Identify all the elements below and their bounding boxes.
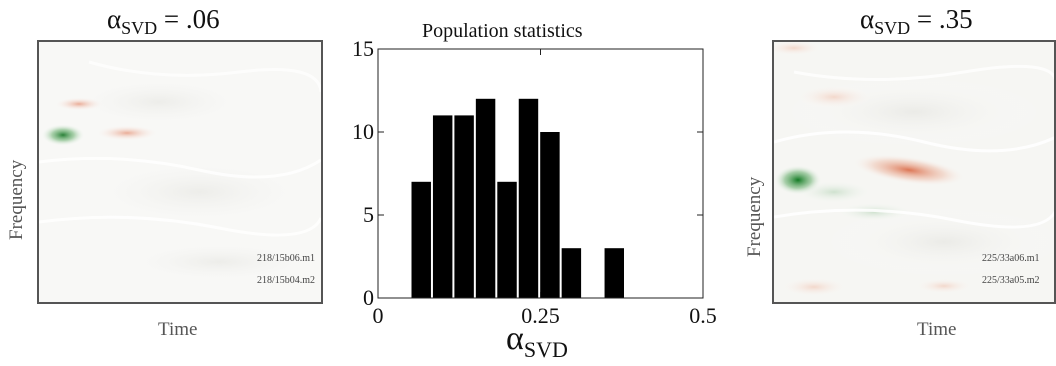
left-unit-label-1: 218/15b06.m1 <box>257 253 316 264</box>
right-xlabel: Time <box>917 319 957 340</box>
right-unit-label-1: 225/33a06.m1 <box>982 253 1040 264</box>
right-map-graphic <box>774 42 1054 302</box>
histogram-ytick-label: 15 <box>352 40 374 61</box>
histogram-chart: 0 5 10 15 0 0.25 0.5 <box>352 40 717 328</box>
histogram-xtick-label: 0.5 <box>689 303 717 328</box>
histogram-ytick-label: 10 <box>352 119 374 144</box>
right-spectrotemporal-map <box>772 40 1056 304</box>
left-unit-label-2: 218/15b04.m2 <box>257 275 316 286</box>
histogram-bar <box>604 248 624 298</box>
histogram-ytick-label: 0 <box>363 285 374 310</box>
histogram-xtick-label: 0.25 <box>521 303 560 328</box>
histogram-xtick-label: 0 <box>373 303 384 328</box>
right-title-symbol: α <box>860 4 875 34</box>
left-title-subscript: SVD <box>121 18 158 38</box>
left-map-graphic <box>39 42 321 302</box>
histogram-xlabel-symbol: α <box>506 320 524 357</box>
histogram-bar <box>411 181 431 298</box>
histogram-xlabel-subscript: SVD <box>523 337 568 362</box>
histogram-bar <box>432 115 453 299</box>
right-title-value: = .35 <box>910 4 973 34</box>
histogram-bar <box>454 115 474 299</box>
left-ylabel: Frequency <box>6 159 27 240</box>
right-panel-title: αSVD = .35 <box>860 4 973 38</box>
histogram-bar <box>561 248 582 298</box>
histogram-bar <box>497 181 517 298</box>
left-panel-title: αSVD = .06 <box>107 4 220 38</box>
histogram-bar <box>475 98 496 298</box>
right-ylabel: Frequency <box>744 176 765 257</box>
histogram-ytick-label: 5 <box>363 202 374 227</box>
histogram-title: Population statistics <box>422 20 583 42</box>
right-unit-label-2: 225/33a05.m2 <box>982 275 1040 286</box>
histogram-xlabel: αSVD <box>506 322 568 361</box>
left-xlabel: Time <box>158 319 198 340</box>
left-title-value: = .06 <box>157 4 220 34</box>
left-spectrotemporal-map <box>37 40 323 304</box>
right-title-subscript: SVD <box>874 18 911 38</box>
histogram-bar <box>518 98 539 298</box>
histogram-bar <box>540 132 560 298</box>
left-title-symbol: α <box>107 4 122 34</box>
